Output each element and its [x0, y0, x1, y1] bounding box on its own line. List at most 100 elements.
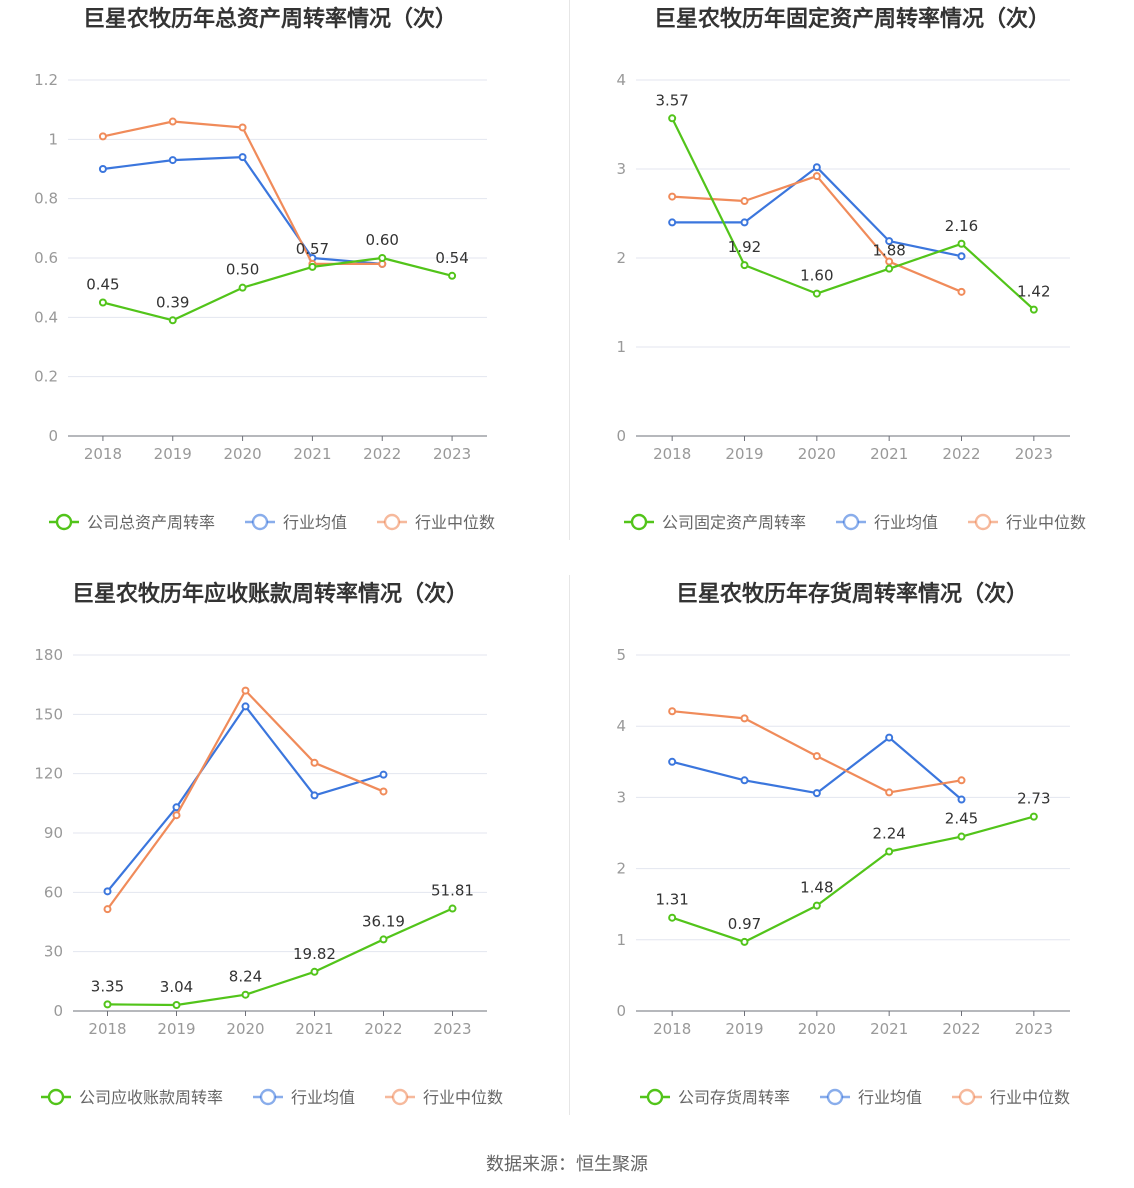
legend-marker — [630, 513, 648, 531]
data-label: 0.57 — [296, 240, 329, 258]
y-tick-label: 2 — [616, 860, 626, 878]
legend-item: 公司总资产周转率 — [49, 513, 215, 532]
data-label: 36.19 — [362, 912, 405, 930]
y-tick-label: 0.4 — [34, 308, 58, 326]
data-label: 0.97 — [728, 915, 761, 933]
data-point — [238, 153, 247, 162]
legend-marker — [383, 513, 401, 531]
series-line — [672, 710, 962, 794]
data-point — [885, 264, 894, 273]
legend-label: 行业中位数 — [423, 1088, 503, 1107]
y-tick-label: 1 — [616, 338, 626, 356]
x-tick-label: 2022 — [364, 1020, 402, 1038]
data-label: 2.24 — [872, 825, 905, 843]
series-line — [102, 120, 383, 265]
legend-label: 公司固定资产周转率 — [662, 513, 806, 532]
y-tick-label: 180 — [34, 646, 63, 664]
chart-fixed-asset-turnover: 巨星农牧历年固定资产周转率情况（次） 0 1 2 3 4 2018 2019 2020 2021 2… — [570, 0, 1134, 580]
divider-top — [569, 0, 570, 540]
x-tick-label: 2020 — [226, 1020, 264, 1038]
y-tick-label: 90 — [44, 824, 63, 842]
data-point — [740, 218, 749, 227]
y-tick-label: 4 — [616, 717, 626, 735]
data-point — [740, 776, 749, 785]
y-tick-label: 0 — [53, 1002, 63, 1020]
data-point — [957, 776, 966, 785]
data-point — [241, 686, 250, 695]
chart-receivables-turnover: 巨星农牧历年应收账款周转率情况（次） 0 30 60 90 120 150 180 2018 20… — [0, 575, 566, 1155]
y-tick-label: 0 — [616, 427, 626, 445]
chart-svg: 巨星农牧历年存货周转率情况（次） 0 1 2 3 4 5 2018 2019 2020 2021 20… — [616, 581, 1070, 1107]
x-tick-label: 2023 — [433, 445, 471, 463]
data-label: 19.82 — [293, 945, 336, 963]
x-tick-label: 2022 — [942, 1020, 980, 1038]
data-point — [812, 789, 821, 798]
legend-item: 行业中位数 — [952, 1088, 1070, 1107]
series-line — [107, 907, 453, 1007]
data-point — [448, 904, 457, 913]
chart-title: 巨星农牧历年应收账款周转率情况（次） — [72, 581, 468, 607]
y-tick-label: 150 — [34, 705, 63, 723]
data-point — [378, 254, 387, 262]
data-point — [241, 990, 250, 999]
series-line — [671, 117, 1035, 311]
data-point — [103, 905, 112, 914]
data-label: 0.45 — [86, 276, 119, 294]
data-point — [379, 935, 388, 944]
x-tick-label: 2019 — [154, 445, 192, 463]
data-point — [957, 287, 966, 296]
legend-label: 行业中位数 — [990, 1088, 1070, 1107]
x-tick-label: 2019 — [725, 1020, 763, 1038]
legend-item: 公司应收账款周转率 — [41, 1088, 223, 1107]
legend-marker — [646, 1088, 664, 1106]
data-point — [957, 832, 966, 841]
legend-label: 行业均值 — [858, 1088, 922, 1107]
data-point — [812, 172, 821, 181]
x-tick-label: 2022 — [942, 445, 980, 463]
x-tick-label: 2018 — [653, 1020, 691, 1038]
data-point — [957, 252, 966, 261]
y-tick-label: 120 — [34, 765, 63, 783]
data-point — [885, 237, 894, 246]
series-line — [671, 815, 1035, 943]
data-label: 0.60 — [366, 231, 399, 249]
data-point — [168, 316, 177, 325]
x-tick-label: 2020 — [223, 445, 261, 463]
data-point — [168, 156, 177, 165]
legend-label: 公司存货周转率 — [678, 1088, 790, 1107]
data-point — [812, 289, 821, 298]
data-point — [668, 913, 677, 922]
chart-title: 巨星农牧历年固定资产周转率情况（次） — [654, 6, 1050, 32]
chart-title: 巨星农牧历年总资产周转率情况（次） — [83, 6, 457, 32]
data-point — [885, 257, 894, 266]
data-label: 1.48 — [800, 879, 833, 897]
legend-marker — [974, 513, 992, 531]
legend-marker — [259, 1088, 277, 1106]
data-point — [740, 714, 749, 723]
x-tick-label: 2022 — [363, 445, 401, 463]
y-tick-label: 4 — [616, 71, 626, 89]
series-line — [106, 705, 384, 892]
data-point — [885, 733, 894, 742]
x-tick-label: 2018 — [84, 445, 122, 463]
data-point — [310, 758, 319, 767]
legend-marker — [958, 1088, 976, 1106]
legend-item: 公司固定资产周转率 — [624, 513, 806, 532]
data-point — [957, 239, 966, 248]
legend-label: 行业中位数 — [1006, 513, 1086, 532]
legend-marker — [47, 1088, 65, 1106]
data-point — [668, 707, 677, 716]
data-label: 1.42 — [1017, 283, 1050, 301]
data-point — [668, 757, 677, 766]
y-tick-label: 5 — [616, 646, 626, 664]
data-point — [241, 702, 250, 711]
data-label: 0.39 — [156, 293, 189, 311]
y-tick-label: 1 — [48, 130, 58, 148]
data-point — [103, 887, 112, 896]
data-label: 1.31 — [655, 891, 688, 909]
data-point — [957, 795, 966, 804]
data-source: 数据来源：恒生聚源 — [486, 1154, 648, 1175]
data-point — [668, 192, 677, 201]
data-point — [379, 787, 388, 796]
series-line — [106, 689, 384, 910]
